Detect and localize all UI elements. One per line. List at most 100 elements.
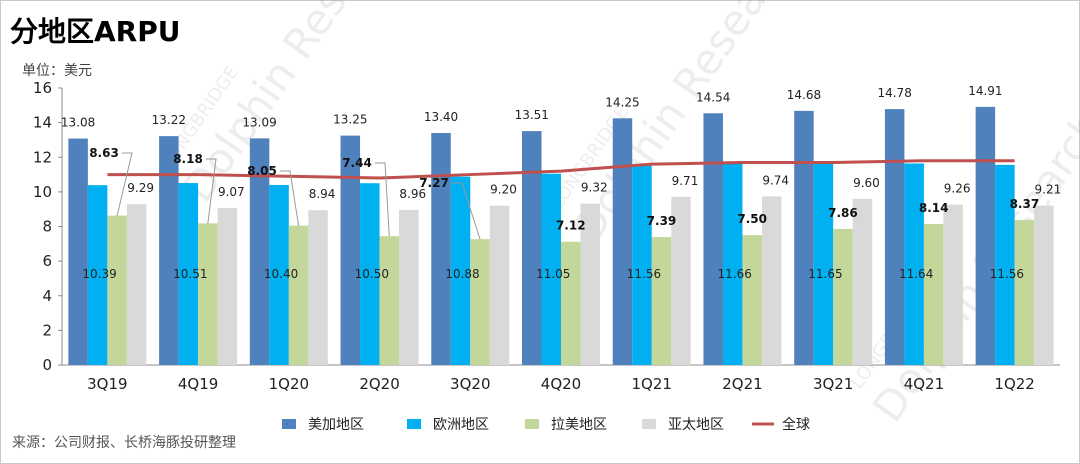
data-label-apac: 9.26 — [944, 182, 971, 196]
bar — [431, 133, 451, 365]
data-label-na: 14.68 — [787, 88, 821, 102]
data-label-latam: 8.14 — [919, 201, 949, 215]
data-label-na: 13.25 — [333, 113, 367, 127]
data-label-latam: 7.50 — [737, 212, 767, 226]
bar — [308, 210, 328, 365]
y-tick-label: 4 — [42, 287, 52, 305]
bar — [360, 183, 380, 365]
x-tick-label: 1Q20 — [269, 375, 309, 393]
data-label-apac: 8.96 — [399, 187, 426, 201]
bar — [761, 196, 782, 365]
bar — [249, 138, 270, 365]
bar — [450, 176, 471, 365]
bar — [671, 196, 691, 365]
y-tick-label: 0 — [42, 356, 52, 374]
data-label-eu: 11.56 — [627, 267, 661, 281]
y-tick-label: 16 — [33, 79, 52, 97]
data-label-apac: 9.32 — [581, 181, 608, 195]
data-label-eu: 11.56 — [990, 267, 1024, 281]
data-label-latam: 7.27 — [419, 176, 449, 190]
bar — [923, 224, 944, 365]
data-label-na: 13.09 — [242, 115, 276, 129]
bar — [198, 223, 218, 365]
y-tick-label: 8 — [42, 218, 52, 236]
y-tick-label: 14 — [33, 114, 52, 132]
data-label-eu: 10.88 — [445, 267, 479, 281]
data-label-na: 13.51 — [515, 108, 549, 122]
bar — [489, 205, 510, 365]
bar — [703, 113, 723, 366]
bar — [379, 236, 400, 365]
bar — [159, 136, 179, 365]
data-label-na: 14.54 — [696, 90, 730, 104]
data-label-eu: 10.40 — [264, 267, 298, 281]
x-tick-label: 4Q19 — [178, 375, 218, 393]
data-label-latam: 7.44 — [342, 156, 372, 170]
global-line — [107, 159, 1015, 180]
bar — [852, 198, 873, 365]
data-label-latam: 7.86 — [828, 206, 858, 220]
data-label-eu: 11.65 — [808, 267, 842, 281]
data-label-na: 13.22 — [152, 113, 186, 127]
unit-label: 单位：美元 — [22, 63, 92, 79]
data-label-na: 13.08 — [61, 116, 95, 130]
x-tick-label: 3Q21 — [813, 375, 853, 393]
data-label-latam: 7.12 — [556, 219, 586, 233]
bar — [884, 109, 905, 365]
bar — [833, 228, 853, 365]
data-label-eu: 10.51 — [173, 267, 207, 281]
bar — [975, 106, 996, 365]
data-label-apac: 9.21 — [1035, 183, 1062, 197]
y-tick-label: 10 — [33, 183, 52, 201]
global-series-line — [107, 159, 1015, 180]
y-tick-label: 6 — [42, 252, 52, 270]
legend-label: 亚太地区 — [668, 417, 724, 433]
callout-line — [452, 182, 481, 240]
x-tick-label: 1Q22 — [994, 375, 1034, 393]
data-label-latam: 7.39 — [647, 214, 677, 228]
bar — [943, 204, 963, 365]
data-label-apac: 9.29 — [127, 181, 154, 195]
legend-label: 欧洲地区 — [433, 417, 489, 433]
bar — [541, 173, 561, 365]
x-tick-label: 2Q21 — [722, 375, 762, 393]
legend-swatch — [642, 419, 656, 429]
bar — [1014, 220, 1035, 365]
bar — [722, 163, 743, 365]
data-label-latam: 8.37 — [1010, 197, 1040, 211]
bar — [1034, 205, 1054, 365]
data-label-na: 13.40 — [424, 110, 458, 124]
source-note: 来源：公司财报、长桥海豚投研整理 — [12, 435, 236, 451]
bar — [813, 163, 834, 365]
bar — [632, 164, 652, 365]
bar — [580, 203, 600, 365]
bar — [522, 131, 542, 365]
legend-label: 拉美地区 — [551, 417, 607, 433]
x-tick-label: 1Q21 — [632, 375, 672, 393]
bar — [288, 225, 309, 365]
x-tick-label: 2Q20 — [359, 375, 399, 393]
bars — [68, 106, 1054, 366]
data-labels: 13.08 13.22 13.09 13.25 13.40 13.51 14.25 14.54… — [61, 84, 1061, 281]
data-label-latam: 8.05 — [247, 164, 277, 178]
data-label-latam: 8.63 — [89, 146, 119, 160]
bar — [399, 209, 419, 365]
data-label-eu: 10.39 — [82, 267, 116, 281]
data-label-na: 14.25 — [605, 95, 639, 109]
bar — [904, 163, 924, 365]
bar — [217, 207, 238, 365]
x-tick-label: 4Q20 — [541, 375, 581, 393]
x-tick-label: 4Q21 — [904, 375, 944, 393]
bar — [178, 183, 199, 365]
legend: 美加地区 欧洲地区 拉美地区 亚太地区 全球 — [282, 416, 810, 433]
data-label-apac: 9.07 — [218, 185, 245, 199]
data-label-latam: 8.18 — [173, 152, 203, 166]
chart-title: 分地区ARPU — [10, 15, 181, 48]
axes: 0 2 4 6 8 10 12 14 16 3Q19 4Q19 1Q20 2Q20 3Q20 4Q20 1Q2… — [33, 79, 1060, 393]
bar — [561, 241, 581, 365]
legend-swatch — [407, 419, 421, 429]
bar — [269, 184, 289, 365]
data-label-eu: 11.64 — [899, 267, 933, 281]
data-label-eu: 10.50 — [355, 267, 389, 281]
